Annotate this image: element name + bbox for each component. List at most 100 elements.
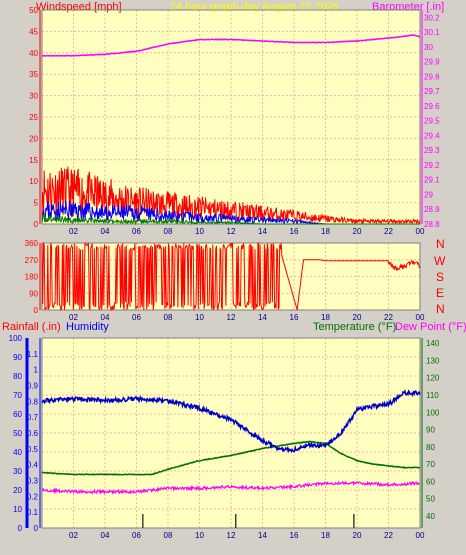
barometer-series bbox=[41, 34, 421, 57]
barometer-y-tick-label: 30.1 bbox=[424, 28, 440, 37]
wind-min-series bbox=[41, 214, 420, 226]
humidity-y-tick-label: 20 bbox=[13, 486, 22, 495]
temperature-y-tick-label: 120 bbox=[426, 374, 440, 383]
wind-x-tick-label: 22 bbox=[384, 227, 393, 236]
wind-y-tick-label: 30 bbox=[29, 92, 38, 101]
temperature-y-tick-label: 90 bbox=[426, 426, 435, 435]
wind-y-tick-label: 20 bbox=[29, 134, 38, 143]
wind-x-tick-label: 00 bbox=[416, 227, 425, 236]
humidity-y-tick-label: 90 bbox=[13, 353, 22, 362]
barometer-y-tick-label: 28.8 bbox=[424, 220, 440, 229]
wind-gust-series bbox=[41, 166, 421, 226]
wind-y-tick-label: 5 bbox=[34, 199, 39, 208]
wind-y-tick-label: 15 bbox=[29, 156, 38, 165]
temp-x-tick-label: 14 bbox=[258, 531, 267, 540]
wind-x-tick-label: 18 bbox=[321, 227, 330, 236]
rainfall-y-tick-label: 0.5 bbox=[27, 445, 39, 454]
humidity-y-tick-label: 10 bbox=[13, 505, 22, 514]
humidity-y-tick-label: 80 bbox=[13, 372, 22, 381]
dir-x-tick-label: 22 bbox=[384, 313, 393, 322]
temperature-y-tick-label: 50 bbox=[426, 495, 435, 504]
rainfall-y-tick-label: 1.1 bbox=[27, 350, 39, 359]
direction-y-tick-label: 360 bbox=[25, 239, 39, 248]
barometer-y-tick-label: 29.9 bbox=[424, 58, 440, 67]
barometer-y-tick-label: 29.6 bbox=[424, 102, 440, 111]
rainfall-y-tick-label: 0.4 bbox=[27, 461, 39, 470]
rainfall-axis-title: Rainfall (.in) bbox=[2, 321, 61, 333]
dir-x-tick-label: 12 bbox=[227, 313, 236, 322]
rainfall-y-tick-label: 0.9 bbox=[27, 382, 39, 391]
wind-y-tick-label: 40 bbox=[29, 49, 38, 58]
wind-x-tick-label: 08 bbox=[164, 227, 173, 236]
humidity-y-tick-label: 60 bbox=[13, 410, 22, 419]
wind-y-tick-label: 45 bbox=[29, 27, 38, 36]
temperature-series bbox=[41, 440, 421, 476]
temp-x-tick-label: 08 bbox=[164, 531, 173, 540]
temperature-axis-title: Temperature (°F) bbox=[313, 321, 396, 333]
barometer-axis-title: Barometer [.in] bbox=[372, 1, 444, 13]
rainfall-y-tick-label: 0.8 bbox=[27, 397, 39, 406]
temperature-y-tick-label: 60 bbox=[426, 477, 435, 486]
barometer-y-tick-label: 29 bbox=[424, 190, 433, 199]
temp-x-tick-label: 00 bbox=[416, 531, 425, 540]
wind-y-tick-label: 50 bbox=[29, 6, 38, 15]
temp-frame bbox=[41, 337, 421, 529]
dewpoint-series bbox=[41, 480, 420, 495]
temperature-y-tick-label: 100 bbox=[426, 408, 440, 417]
temp-x-tick-label: 16 bbox=[290, 531, 299, 540]
wind-y-tick-label: 25 bbox=[29, 113, 38, 122]
temperature-y-tick-label: 70 bbox=[426, 460, 435, 469]
dir-x-tick-label: 04 bbox=[101, 313, 110, 322]
dewpoint-axis-title: Dew Point (°F) bbox=[395, 321, 466, 333]
dir-x-tick-label: 20 bbox=[353, 313, 362, 322]
humidity-axis-title: Humidity bbox=[66, 321, 109, 333]
wind-x-tick-label: 04 bbox=[101, 227, 110, 236]
humidity-y-tick-label: 70 bbox=[13, 391, 22, 400]
barometer-y-tick-label: 29.1 bbox=[424, 176, 440, 185]
rainfall-y-tick-label: 0.7 bbox=[27, 413, 39, 422]
rainfall-y-tick-label: 0.3 bbox=[27, 477, 39, 486]
barometer-y-tick-label: 28.9 bbox=[424, 205, 440, 214]
wind-x-tick-label: 14 bbox=[258, 227, 267, 236]
direction-y-tick-label: 90 bbox=[29, 289, 38, 298]
barometer-y-tick-label: 29.3 bbox=[424, 146, 440, 155]
humidity-series bbox=[41, 388, 421, 454]
dir-x-tick-label: 16 bbox=[290, 313, 299, 322]
temp-x-tick-label: 18 bbox=[321, 531, 330, 540]
temperature-y-tick-label: 40 bbox=[426, 512, 435, 521]
dir-x-tick-label: 08 bbox=[164, 313, 173, 322]
temp-x-tick-label: 10 bbox=[195, 531, 204, 540]
barometer-y-tick-label: 29.4 bbox=[424, 131, 440, 140]
graph-title: 24 hour graph day August 22 2025 bbox=[170, 1, 339, 13]
wind-x-tick-label: 12 bbox=[227, 227, 236, 236]
temp-x-tick-label: 04 bbox=[101, 531, 110, 540]
wind-y-tick-label: 10 bbox=[29, 177, 38, 186]
wind-y-tick-label: 35 bbox=[29, 70, 38, 79]
dir-x-tick-label: 14 bbox=[258, 313, 267, 322]
dir-x-tick-label: 18 bbox=[321, 313, 330, 322]
temperature-y-tick-label: 130 bbox=[426, 356, 440, 365]
temp-x-tick-label: 20 bbox=[353, 531, 362, 540]
barometer-y-tick-label: 29.7 bbox=[424, 87, 440, 96]
direction-label-e: E bbox=[436, 286, 444, 300]
temperature-y-tick-label: 80 bbox=[426, 443, 435, 452]
temp-x-tick-label: 12 bbox=[227, 531, 236, 540]
barometer-y-tick-label: 30 bbox=[424, 43, 433, 52]
direction-y-tick-label: 0 bbox=[34, 306, 39, 315]
barometer-y-tick-label: 29.5 bbox=[424, 117, 440, 126]
humidity-y-tick-label: 40 bbox=[13, 448, 22, 457]
temperature-y-tick-label: 140 bbox=[426, 339, 440, 348]
dir-x-tick-label: 02 bbox=[69, 313, 78, 322]
wind-direction-series bbox=[41, 241, 421, 312]
barometer-y-tick-label: 29.2 bbox=[424, 161, 440, 170]
humidity-y-tick-label: 100 bbox=[9, 334, 23, 343]
direction-label-s: S bbox=[436, 270, 444, 284]
chart-marks-layer: 02 04 06 08 10 12 14 16 18 20 22 000510152025303540… bbox=[9, 6, 440, 540]
wind-y-tick-label: 0 bbox=[34, 220, 39, 229]
humidity-y-tick-label: 0 bbox=[18, 524, 23, 533]
rainfall-y-tick-label: 0 bbox=[34, 524, 39, 533]
dir-x-tick-label: 10 bbox=[195, 313, 204, 322]
direction-label-n-bottom: N bbox=[436, 302, 445, 316]
dir-x-tick-label: 00 bbox=[416, 313, 425, 322]
